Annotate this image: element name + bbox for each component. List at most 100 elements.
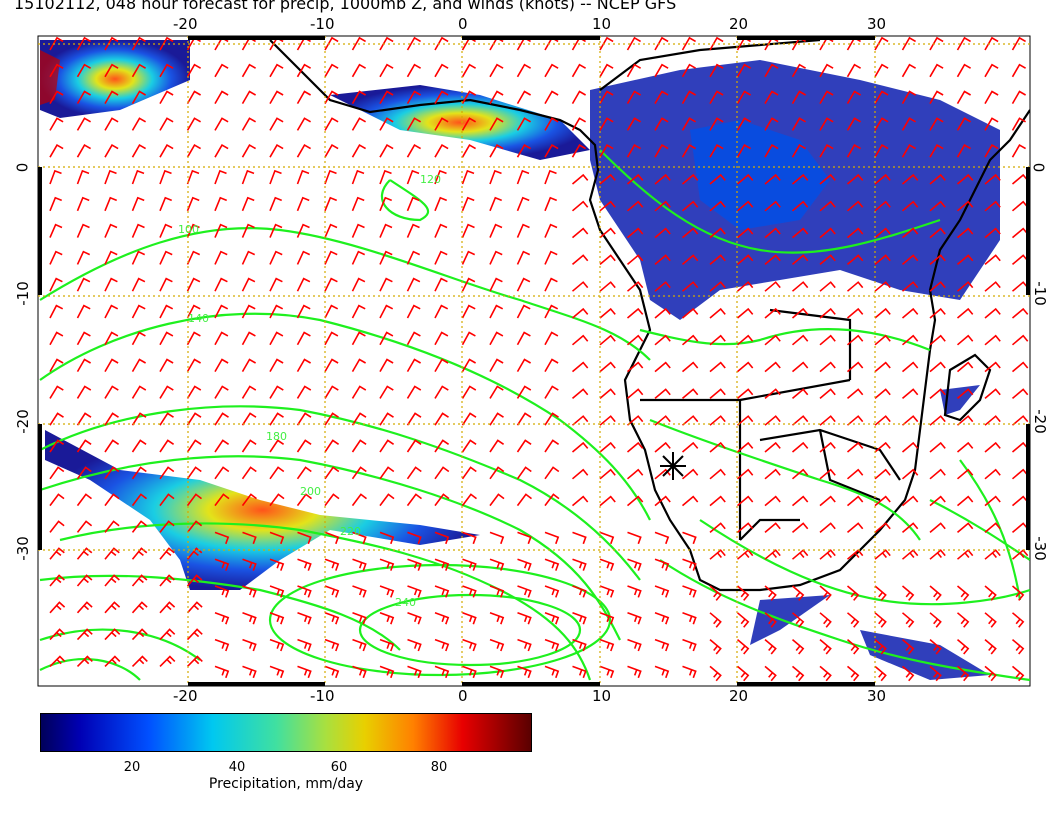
- wind-barb: [462, 665, 477, 679]
- wind-barb: [214, 439, 230, 453]
- wind-barb: [131, 601, 148, 614]
- wind-barb: [791, 173, 809, 185]
- wind-barb: [709, 307, 726, 319]
- wind-barb: [571, 468, 589, 480]
- wind-barb: [846, 585, 860, 601]
- wind-barb: [296, 385, 312, 399]
- wind-barb: [352, 638, 367, 652]
- wind-barb: [241, 304, 256, 319]
- wind-barb: [956, 117, 971, 131]
- wind-barb: [516, 466, 532, 480]
- wind-barb: [599, 638, 615, 652]
- wind-barb: [186, 601, 203, 614]
- wind-barb: [654, 585, 670, 598]
- wind-barb: [627, 531, 642, 545]
- wind-barb: [406, 331, 421, 346]
- wind-barb: [654, 307, 671, 319]
- wind-barb: [956, 468, 974, 480]
- wind-barb: [846, 63, 861, 78]
- wind-barb: [406, 358, 421, 373]
- wind-barb: [627, 638, 642, 652]
- wind-barb: [1011, 415, 1029, 426]
- wind-barb: [736, 468, 754, 480]
- wind-barb: [791, 334, 809, 346]
- wind-barb: [407, 558, 422, 571]
- wind-barb: [104, 655, 121, 667]
- wind-barb: [764, 388, 781, 400]
- frame-ticks: [38, 36, 1030, 686]
- wind-barb: [571, 144, 586, 158]
- wind-barb: [324, 277, 338, 292]
- wind-barb: [956, 638, 970, 655]
- wind-barb-layer: [49, 36, 1029, 682]
- wind-barb: [901, 522, 919, 534]
- wind-barb: [956, 441, 974, 453]
- wind-barb: [764, 612, 777, 628]
- wind-barb: [1011, 144, 1026, 158]
- wind-barb: [406, 439, 422, 453]
- wind-barb: [764, 90, 779, 105]
- wind-barb: [626, 173, 644, 185]
- wind-barb: [929, 227, 946, 239]
- wind-barb: [379, 169, 392, 185]
- wind-barb: [956, 36, 971, 51]
- wind-barb: [434, 558, 450, 571]
- wind-barb: [984, 254, 1001, 266]
- wind-barb: [242, 612, 257, 625]
- wind-barb: [186, 385, 202, 399]
- wind-barb: [131, 169, 145, 185]
- wind-barb: [351, 304, 366, 319]
- wind-barb: [874, 495, 891, 507]
- wind-barb: [434, 250, 448, 265]
- wind-barb: [269, 196, 283, 212]
- wind-barb: [104, 574, 120, 587]
- wind-barb: [241, 250, 256, 265]
- wind-barb: [571, 307, 589, 319]
- wind-barb: [544, 90, 559, 105]
- wind-barb: [159, 547, 175, 560]
- wind-barb: [709, 468, 726, 480]
- wind-barb: [241, 412, 257, 426]
- wind-barb: [874, 254, 891, 266]
- wind-barb: [489, 585, 505, 598]
- wind-barb: [269, 117, 284, 131]
- wind-barb: [846, 665, 860, 682]
- contour-label: 140: [188, 312, 209, 325]
- wind-barb: [434, 169, 447, 185]
- wind-barb: [627, 665, 642, 679]
- wind-barb: [791, 388, 809, 400]
- wind-barb: [572, 558, 587, 571]
- wind-barb: [654, 173, 671, 185]
- wind-barb: [956, 254, 974, 266]
- wind-barb: [599, 307, 616, 319]
- wind-barb: [324, 117, 339, 131]
- wind-barb: [214, 665, 230, 679]
- wind-barb: [929, 90, 944, 105]
- wind-barb: [297, 585, 312, 598]
- wind-barb: [654, 468, 671, 480]
- wind-barb: [929, 254, 946, 266]
- wind-barb: [599, 495, 616, 507]
- wind-barb: [984, 441, 1001, 453]
- wind-barb: [874, 63, 889, 78]
- wind-barb: [159, 574, 175, 587]
- wind-barb: [296, 277, 311, 292]
- wind-barb: [956, 522, 974, 534]
- wind-barb: [379, 196, 393, 212]
- wind-barb: [406, 36, 421, 51]
- wind-barb: [214, 331, 229, 346]
- wind-barb: [104, 36, 119, 51]
- wind-barb: [956, 585, 970, 601]
- wind-barb: [324, 358, 339, 373]
- wind-barb: [819, 144, 834, 158]
- wind-barb: [929, 200, 946, 212]
- wind-barb: [819, 612, 832, 628]
- wind-barb: [159, 63, 174, 78]
- wind-barb: [49, 117, 64, 131]
- wind-barb: [709, 638, 722, 655]
- wind-barb: [901, 200, 919, 212]
- wind-barb: [104, 90, 119, 105]
- wind-barb: [929, 612, 942, 628]
- wind-barb: [241, 331, 256, 346]
- wind-barb: [104, 331, 119, 346]
